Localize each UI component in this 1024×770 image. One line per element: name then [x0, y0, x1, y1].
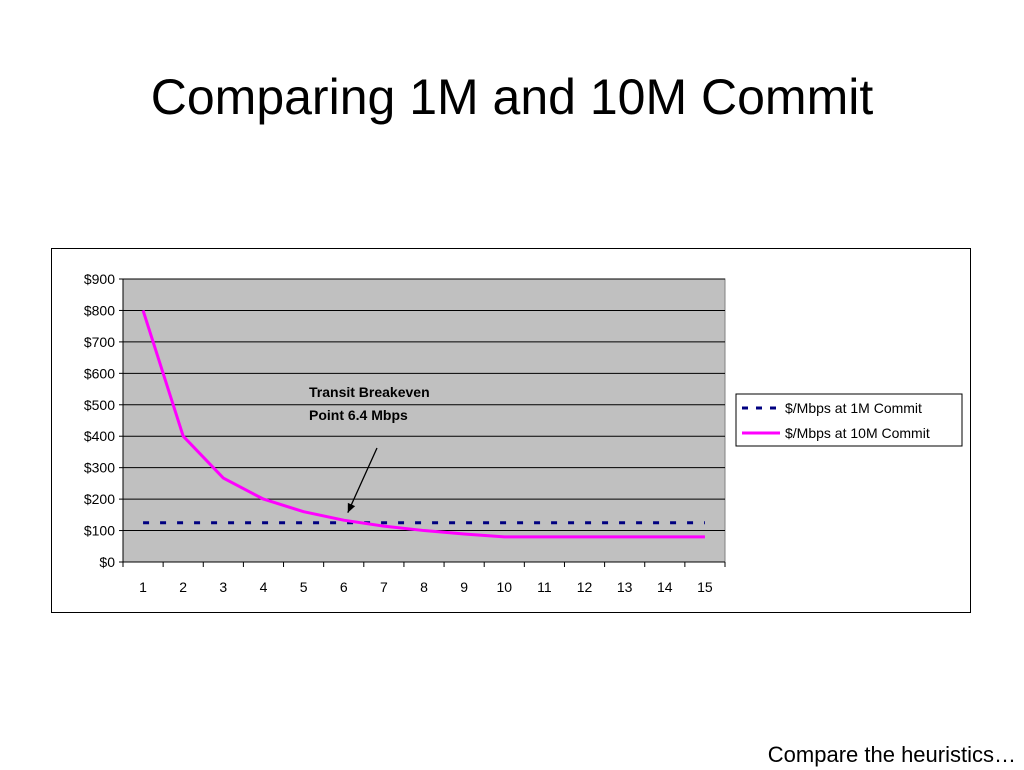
- legend-label-2: $/Mbps at 10M Commit: [785, 425, 930, 441]
- x-tick-label: 6: [340, 579, 348, 595]
- x-tick-label: 9: [460, 579, 468, 595]
- x-tick-label: 10: [496, 579, 512, 595]
- y-tick-label: $600: [84, 365, 115, 381]
- x-tick-label: 7: [380, 579, 388, 595]
- y-tick-label: $300: [84, 460, 115, 476]
- x-tick-label: 12: [577, 579, 593, 595]
- annotation-arrow: [347, 447, 378, 513]
- y-tick-label: $900: [84, 271, 115, 287]
- x-tick-label: 5: [300, 579, 308, 595]
- x-tick-label: 11: [537, 579, 552, 595]
- x-tick-label: 4: [260, 579, 268, 595]
- annotation-arrowhead: [347, 502, 356, 513]
- x-tick-label: 14: [657, 579, 673, 595]
- chart-frame: $0 $100 $200 $300 $400 $500 $600 $700 $800 $900 1 2…: [51, 248, 971, 613]
- x-tick-label: 3: [219, 579, 227, 595]
- footer-note: Compare the heuristics…: [767, 742, 1016, 767]
- x-tick-label: 1: [139, 579, 147, 595]
- legend-label-1: $/Mbps at 1M Commit: [785, 400, 922, 416]
- y-tick-label: $500: [84, 397, 115, 413]
- x-tick-label: 8: [420, 579, 428, 595]
- x-tick-label: 13: [617, 579, 633, 595]
- y-tick-label: $400: [84, 428, 115, 444]
- legend: [735, 393, 963, 447]
- y-tick-label: $700: [84, 334, 115, 350]
- x-tick-label: 15: [697, 579, 713, 595]
- y-tick-label: $100: [84, 523, 115, 539]
- slide-title: Comparing 1M and 10M Commit: [150, 69, 874, 125]
- y-tick-label: $800: [84, 302, 115, 318]
- plot-area: [122, 278, 726, 563]
- y-tick-label: $0: [99, 554, 115, 570]
- series-line-2: [141, 309, 705, 539]
- x-tick-label: 2: [179, 579, 187, 595]
- annotation-text: Transit Breakeven: [309, 384, 430, 400]
- y-tick-label: $200: [84, 491, 115, 507]
- annotation-text: Point 6.4 Mbps: [309, 407, 408, 423]
